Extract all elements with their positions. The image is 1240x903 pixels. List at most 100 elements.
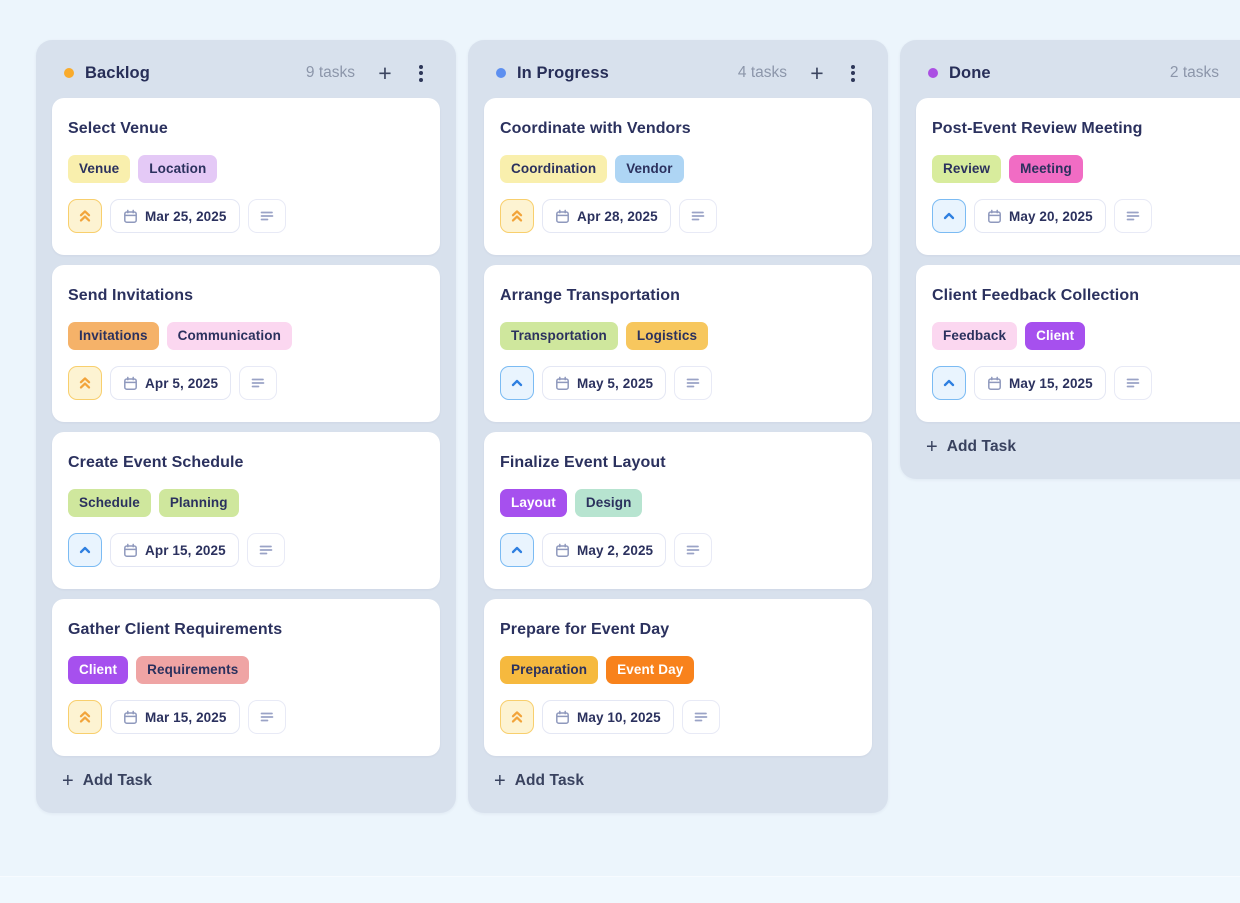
card-actions: Apr 28, 2025 [500,199,856,233]
task-card[interactable]: Client Feedback Collection Feedback Clie… [916,265,1240,422]
tag-row: Preparation Event Day [500,656,856,684]
description-button[interactable] [1113,199,1152,233]
kebab-menu-icon[interactable] [842,61,864,85]
due-date-chip[interactable]: May 20, 2025 [974,199,1106,233]
description-lines-icon [686,545,700,555]
tag-row: Coordination Vendor [500,155,856,183]
tag: Invitations [68,322,159,350]
task-card[interactable]: Arrange Transportation Transportation Lo… [484,265,872,422]
card-list: Coordinate with Vendors Coordination Ven… [468,98,888,756]
chevron-up-icon [511,379,523,387]
task-card[interactable]: Finalize Event Layout Layout Design May … [484,432,872,589]
card-actions: Mar 25, 2025 [68,199,424,233]
description-button[interactable] [246,533,285,567]
tag-row: Transportation Logistics [500,322,856,350]
card-actions: May 20, 2025 [932,199,1240,233]
priority-badge[interactable] [932,199,966,233]
task-title: Send Invitations [68,287,194,304]
due-date: May 15, 2025 [1009,375,1093,391]
tag-row: Review Meeting [932,155,1240,183]
description-button[interactable] [674,366,713,400]
priority-badge[interactable] [500,700,534,734]
description-lines-icon [1126,211,1140,221]
due-date-chip[interactable]: Mar 15, 2025 [110,700,240,734]
column-title: In Progress [517,63,609,82]
task-card[interactable]: Create Event Schedule Schedule Planning … [52,432,440,589]
priority-badge[interactable] [68,366,102,400]
description-lines-icon [686,378,700,388]
priority-badge[interactable] [500,199,534,233]
plus-icon: + [926,436,938,458]
description-button[interactable] [239,366,278,400]
calendar-icon [555,543,570,558]
due-date: May 20, 2025 [1009,208,1093,224]
calendar-icon [123,209,138,224]
task-card[interactable]: Post-Event Review Meeting Review Meeting… [916,98,1240,255]
calendar-icon [123,543,138,558]
tag: Review [932,155,1002,183]
chevron-up-icon [511,546,523,554]
priority-badge[interactable] [68,533,102,567]
priority-badge[interactable] [500,366,534,400]
due-date: May 2, 2025 [577,542,654,558]
priority-badge[interactable] [500,533,534,567]
tag: Coordination [500,155,608,183]
task-card[interactable]: Gather Client Requirements Client Requir… [52,599,440,756]
description-button[interactable] [681,700,720,734]
tag: Design [574,489,643,517]
add-task-button[interactable]: + Add Task [900,422,1032,479]
chevron-up-icon [943,212,955,220]
priority-badge[interactable] [68,700,102,734]
due-date-chip[interactable]: May 2, 2025 [542,533,667,567]
footer-strip [0,876,1240,903]
description-button[interactable] [247,199,286,233]
task-title: Post-Event Review Meeting [932,120,1143,137]
due-date-chip[interactable]: Apr 28, 2025 [542,199,671,233]
tag-row: Venue Location [68,155,424,183]
chevron-up-icon [79,546,91,554]
column-header: Done 2 tasks + [900,40,1240,98]
due-date-chip[interactable]: Mar 25, 2025 [110,199,240,233]
add-card-button[interactable]: + [373,61,397,85]
chevron-double-up-icon [511,711,523,723]
column-done: Done 2 tasks + Post-Event Review Meeting… [900,40,1240,479]
tag: Transportation [500,322,618,350]
chevron-double-up-icon [79,711,91,723]
column-status-dot [496,68,506,78]
due-date-chip[interactable]: May 15, 2025 [974,366,1106,400]
due-date-chip[interactable]: May 5, 2025 [542,366,667,400]
add-card-button[interactable]: + [805,61,829,85]
due-date-chip[interactable]: Apr 15, 2025 [110,533,239,567]
card-list: Select Venue Venue Location Mar 25, 2025 [36,98,456,756]
calendar-icon [555,209,570,224]
add-task-button[interactable]: + Add Task [36,756,168,813]
task-card[interactable]: Coordinate with Vendors Coordination Ven… [484,98,872,255]
task-card[interactable]: Select Venue Venue Location Mar 25, 2025 [52,98,440,255]
column-title: Backlog [85,63,150,82]
kebab-menu-icon[interactable] [410,61,432,85]
description-button[interactable] [674,533,713,567]
tag-row: Invitations Communication [68,322,424,350]
tag: Venue [68,155,131,183]
description-button[interactable] [678,199,717,233]
description-lines-icon [1126,378,1140,388]
due-date: Apr 5, 2025 [145,375,219,391]
card-actions: May 15, 2025 [932,366,1240,400]
add-task-button[interactable]: + Add Task [468,756,600,813]
task-title: Prepare for Event Day [500,621,670,638]
due-date-chip[interactable]: Apr 5, 2025 [110,366,232,400]
priority-badge[interactable] [932,366,966,400]
due-date-chip[interactable]: May 10, 2025 [542,700,674,734]
chevron-double-up-icon [511,210,523,222]
task-title: Client Feedback Collection [932,287,1140,304]
task-card[interactable]: Send Invitations Invitations Communicati… [52,265,440,422]
task-card[interactable]: Prepare for Event Day Preparation Event … [484,599,872,756]
card-actions: May 5, 2025 [500,366,856,400]
priority-badge[interactable] [68,199,102,233]
column-backlog: Backlog 9 tasks + Select Venue Venue Loc… [36,40,456,813]
description-button[interactable] [1113,366,1152,400]
tag: Layout [500,489,567,517]
card-actions: May 10, 2025 [500,700,856,734]
description-button[interactable] [247,700,286,734]
column-header: In Progress 4 tasks + [468,40,888,98]
